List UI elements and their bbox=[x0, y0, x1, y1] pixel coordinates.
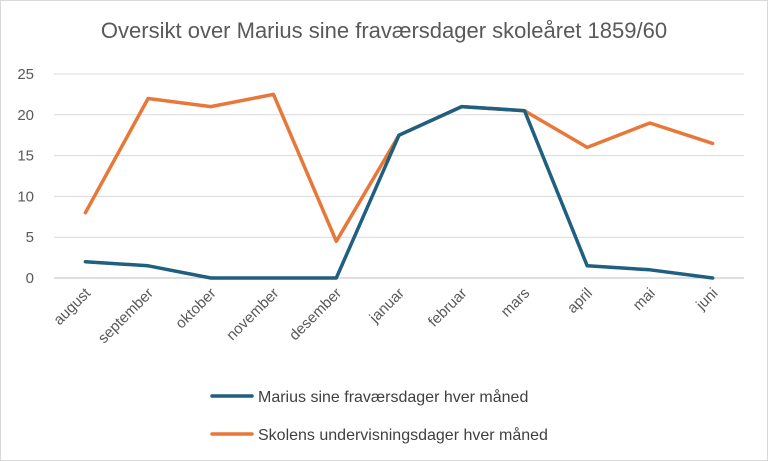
x-tick-label: juni bbox=[692, 285, 721, 314]
y-tick-label: 15 bbox=[17, 148, 34, 165]
series-line bbox=[83, 92, 715, 244]
y-tick-label: 25 bbox=[17, 66, 34, 83]
legend-label: Marius sine fraværsdager hver måned bbox=[258, 388, 528, 406]
x-tick-label: november bbox=[223, 285, 282, 344]
x-tick-label: august bbox=[50, 284, 94, 328]
x-tick-label: februar bbox=[425, 285, 471, 331]
x-tick-label: april bbox=[564, 285, 596, 317]
x-tick-label: desember bbox=[286, 285, 345, 344]
series-line bbox=[83, 104, 715, 280]
y-tick-label: 5 bbox=[26, 229, 34, 246]
y-tick-label: 20 bbox=[17, 107, 34, 124]
x-tick-label: september bbox=[95, 285, 157, 347]
legend-label: Skolens undervisningsdager hver måned bbox=[258, 426, 548, 444]
x-tick-label: oktober bbox=[172, 285, 219, 332]
y-tick-label: 10 bbox=[17, 188, 34, 205]
y-tick-label: 0 bbox=[26, 270, 34, 287]
x-tick-label: mars bbox=[498, 285, 534, 321]
chart-title: Oversikt over Marius sine fraværsdager s… bbox=[100, 18, 668, 43]
x-tick-label: januar bbox=[366, 285, 408, 327]
x-tick-label: mai bbox=[630, 285, 659, 314]
